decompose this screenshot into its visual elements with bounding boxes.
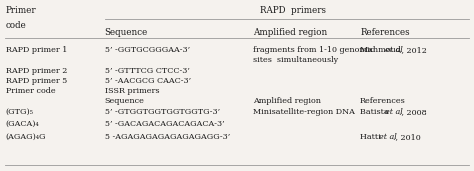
Text: 5 -AGAGAGAGAGAGAGAGG-3’: 5 -AGAGAGAGAGAGAGAGG-3’: [105, 133, 230, 141]
Text: 5’ -GGTGCGGGAA-3’: 5’ -GGTGCGGGAA-3’: [105, 46, 190, 54]
Text: RAPD primer 1: RAPD primer 1: [6, 46, 67, 54]
Text: 5’ -AACGCG CAAC-3’: 5’ -AACGCG CAAC-3’: [105, 77, 191, 85]
Text: RAPD  primers: RAPD primers: [260, 6, 326, 15]
Text: Primer code: Primer code: [6, 87, 55, 95]
Text: References: References: [360, 97, 406, 105]
Text: Mahmoud: Mahmoud: [360, 46, 403, 54]
Text: (AGAG)₄G: (AGAG)₄G: [6, 133, 46, 141]
Text: (GACA)₄: (GACA)₄: [6, 120, 39, 128]
Text: Amplified region: Amplified region: [253, 28, 328, 37]
Text: Batista: Batista: [360, 108, 391, 116]
Text: fragments from 1-10 genomic: fragments from 1-10 genomic: [253, 46, 374, 54]
Text: (GTG)₅: (GTG)₅: [6, 108, 34, 116]
Text: sites  simultaneously: sites simultaneously: [253, 56, 338, 64]
Text: RAPD primer 2: RAPD primer 2: [6, 67, 67, 75]
Text: References: References: [360, 28, 410, 37]
Text: et al: et al: [385, 46, 403, 54]
Text: ., 2008: ., 2008: [400, 108, 427, 116]
Text: et al: et al: [379, 133, 397, 141]
Text: Primer: Primer: [6, 6, 36, 15]
Text: ISSR primers: ISSR primers: [105, 87, 159, 95]
Text: Minisatellite-region DNA: Minisatellite-region DNA: [253, 108, 355, 116]
Text: 5’ -GTGGTGGTGGTGGTG-3’: 5’ -GTGGTGGTGGTGGTG-3’: [105, 108, 220, 116]
Text: ., 2010: ., 2010: [393, 133, 421, 141]
Text: RAPD primer 5: RAPD primer 5: [6, 77, 67, 85]
Text: Sequence: Sequence: [105, 28, 148, 37]
Text: 5’ -GACAGACAGACAGACA-3’: 5’ -GACAGACAGACAGACA-3’: [105, 120, 224, 128]
Text: Hatti: Hatti: [360, 133, 383, 141]
Text: Sequence: Sequence: [105, 97, 145, 105]
Text: ., 2012: ., 2012: [400, 46, 427, 54]
Text: et al: et al: [385, 108, 403, 116]
Text: code: code: [6, 21, 27, 30]
Text: Amplified region: Amplified region: [253, 97, 321, 105]
Text: 5’ -GTTTCG CTCC-3’: 5’ -GTTTCG CTCC-3’: [105, 67, 190, 75]
